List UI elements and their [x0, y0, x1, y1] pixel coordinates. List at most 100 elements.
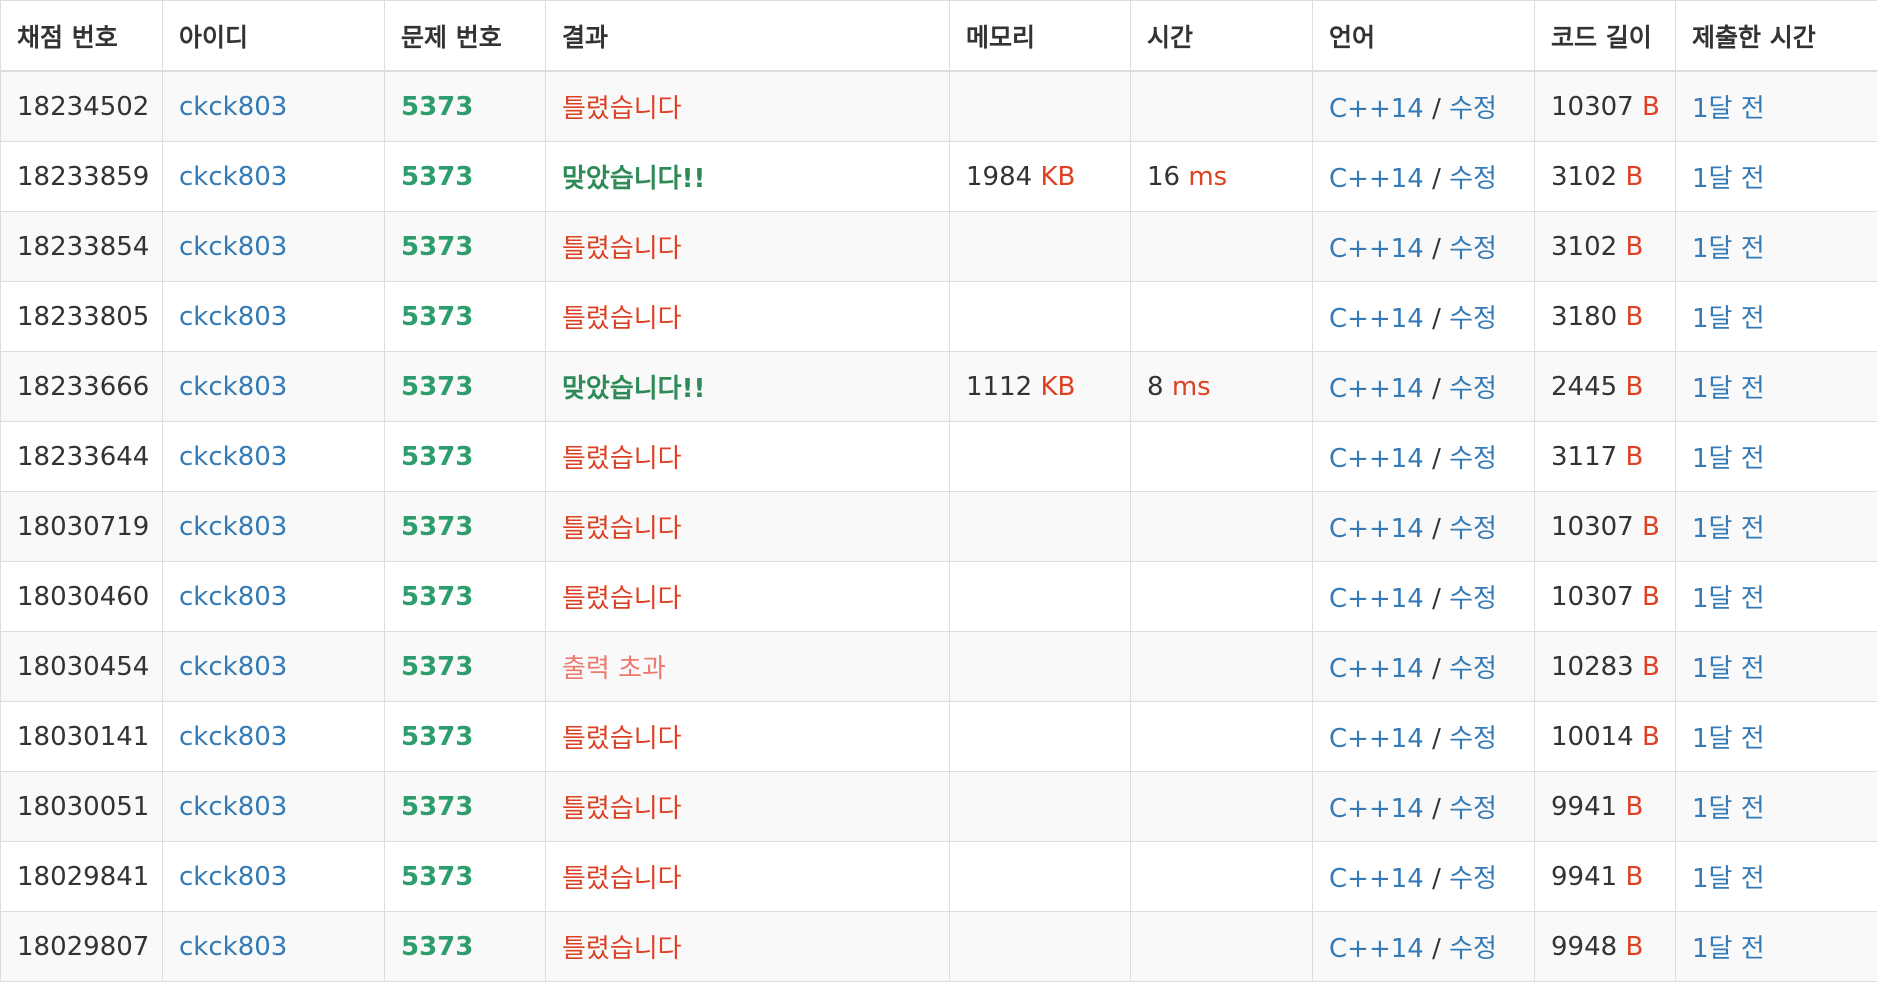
- submitted-time-link[interactable]: 1달 전: [1692, 654, 1765, 684]
- header-time: 시간: [1131, 1, 1313, 72]
- time-cell: [1131, 422, 1313, 492]
- submitted-time-link[interactable]: 1달 전: [1692, 934, 1765, 964]
- edit-link[interactable]: 수정: [1449, 94, 1497, 124]
- problem-link[interactable]: 5373: [401, 302, 473, 332]
- problem-link[interactable]: 5373: [401, 932, 473, 962]
- language-link[interactable]: C++14: [1329, 94, 1424, 124]
- code-length-value: 10283: [1551, 652, 1634, 682]
- edit-link[interactable]: 수정: [1449, 304, 1497, 334]
- language-link[interactable]: C++14: [1329, 444, 1424, 474]
- submitted-time-cell: 1달 전: [1676, 142, 1877, 212]
- edit-link[interactable]: 수정: [1449, 444, 1497, 474]
- language-link[interactable]: C++14: [1329, 584, 1424, 614]
- header-problem-number: 문제 번호: [385, 1, 546, 72]
- submitted-time-link[interactable]: 1달 전: [1692, 164, 1765, 194]
- user-link[interactable]: ckck803: [179, 302, 287, 332]
- user-link[interactable]: ckck803: [179, 932, 287, 962]
- problem-link[interactable]: 5373: [401, 442, 473, 472]
- code-length-cell: 10283 B: [1535, 632, 1676, 702]
- code-length-value: 10307: [1551, 582, 1634, 612]
- result-text: 틀렸습니다: [562, 234, 682, 264]
- user-link[interactable]: ckck803: [179, 162, 287, 192]
- submitted-time-link[interactable]: 1달 전: [1692, 724, 1765, 754]
- edit-link[interactable]: 수정: [1449, 864, 1497, 894]
- code-length-cell: 9941 B: [1535, 842, 1676, 912]
- language-link[interactable]: C++14: [1329, 164, 1424, 194]
- user-link[interactable]: ckck803: [179, 92, 287, 122]
- problem-link[interactable]: 5373: [401, 862, 473, 892]
- submitted-time-link[interactable]: 1달 전: [1692, 514, 1765, 544]
- problem-link[interactable]: 5373: [401, 162, 473, 192]
- memory-value: 1984: [966, 162, 1032, 192]
- language-link[interactable]: C++14: [1329, 724, 1424, 754]
- language-link[interactable]: C++14: [1329, 794, 1424, 824]
- language-link[interactable]: C++14: [1329, 304, 1424, 334]
- user-link[interactable]: ckck803: [179, 652, 287, 682]
- submission-id-cell: 18029807: [1, 912, 163, 982]
- language-link[interactable]: C++14: [1329, 654, 1424, 684]
- problem-link[interactable]: 5373: [401, 652, 473, 682]
- problem-cell: 5373: [385, 702, 546, 772]
- problem-link[interactable]: 5373: [401, 232, 473, 262]
- language-link[interactable]: C++14: [1329, 374, 1424, 404]
- submitted-time-cell: 1달 전: [1676, 71, 1877, 142]
- result-text: 틀렸습니다: [562, 514, 682, 544]
- user-cell: ckck803: [163, 702, 385, 772]
- user-link[interactable]: ckck803: [179, 512, 287, 542]
- problem-link[interactable]: 5373: [401, 512, 473, 542]
- user-link[interactable]: ckck803: [179, 862, 287, 892]
- language-link[interactable]: C++14: [1329, 864, 1424, 894]
- memory-cell: 1984 KB: [950, 142, 1131, 212]
- submitted-time-link[interactable]: 1달 전: [1692, 584, 1765, 614]
- code-length-value: 9948: [1551, 932, 1617, 962]
- edit-link[interactable]: 수정: [1449, 234, 1497, 264]
- language-cell: C++14 / 수정: [1313, 352, 1535, 422]
- user-link[interactable]: ckck803: [179, 582, 287, 612]
- code-length-unit: B: [1625, 442, 1643, 472]
- language-link[interactable]: C++14: [1329, 934, 1424, 964]
- user-link[interactable]: ckck803: [179, 232, 287, 262]
- edit-link[interactable]: 수정: [1449, 934, 1497, 964]
- edit-link[interactable]: 수정: [1449, 584, 1497, 614]
- result-text: 맞았습니다!!: [562, 164, 705, 194]
- user-link[interactable]: ckck803: [179, 372, 287, 402]
- submitted-time-link[interactable]: 1달 전: [1692, 94, 1765, 124]
- language-separator: /: [1432, 374, 1441, 404]
- edit-link[interactable]: 수정: [1449, 794, 1497, 824]
- language-link[interactable]: C++14: [1329, 514, 1424, 544]
- user-cell: ckck803: [163, 492, 385, 562]
- submitted-time-link[interactable]: 1달 전: [1692, 304, 1765, 334]
- submitted-time-link[interactable]: 1달 전: [1692, 864, 1765, 894]
- code-length-unit: B: [1625, 372, 1643, 402]
- submission-id-cell: 18030460: [1, 562, 163, 632]
- submitted-time-link[interactable]: 1달 전: [1692, 794, 1765, 824]
- user-link[interactable]: ckck803: [179, 442, 287, 472]
- edit-link[interactable]: 수정: [1449, 374, 1497, 404]
- edit-link[interactable]: 수정: [1449, 164, 1497, 194]
- time-cell: [1131, 772, 1313, 842]
- submitted-time-link[interactable]: 1달 전: [1692, 374, 1765, 404]
- problem-cell: 5373: [385, 282, 546, 352]
- problem-link[interactable]: 5373: [401, 792, 473, 822]
- code-length-unit: B: [1625, 162, 1643, 192]
- problem-link[interactable]: 5373: [401, 582, 473, 612]
- language-link[interactable]: C++14: [1329, 234, 1424, 264]
- submitted-time-link[interactable]: 1달 전: [1692, 444, 1765, 474]
- edit-link[interactable]: 수정: [1449, 654, 1497, 684]
- memory-cell: [950, 562, 1131, 632]
- submission-id-cell: 18030141: [1, 702, 163, 772]
- submission-id: 18233644: [17, 442, 149, 472]
- submitted-time-link[interactable]: 1달 전: [1692, 234, 1765, 264]
- user-link[interactable]: ckck803: [179, 792, 287, 822]
- code-length-unit: B: [1642, 722, 1660, 752]
- problem-link[interactable]: 5373: [401, 722, 473, 752]
- edit-link[interactable]: 수정: [1449, 724, 1497, 754]
- problem-link[interactable]: 5373: [401, 92, 473, 122]
- language-cell: C++14 / 수정: [1313, 282, 1535, 352]
- user-link[interactable]: ckck803: [179, 722, 287, 752]
- edit-link[interactable]: 수정: [1449, 514, 1497, 544]
- problem-link[interactable]: 5373: [401, 372, 473, 402]
